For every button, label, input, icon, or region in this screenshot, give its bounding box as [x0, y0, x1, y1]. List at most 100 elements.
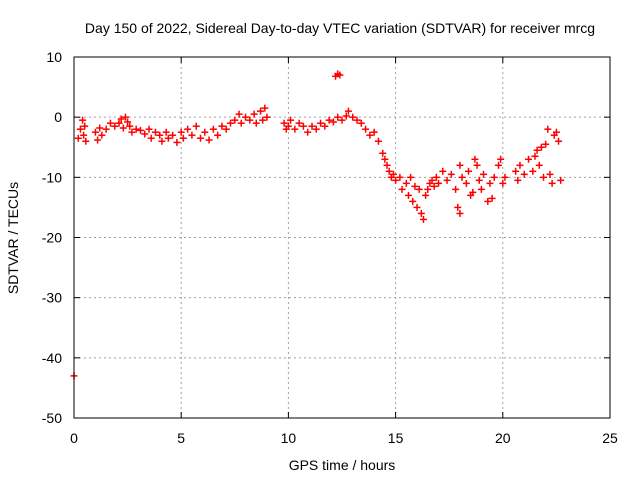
data-point — [312, 125, 320, 133]
data-point — [205, 136, 213, 144]
data-point — [428, 176, 436, 184]
y-tick-label: -30 — [42, 290, 62, 306]
data-point — [111, 122, 119, 130]
data-point — [158, 137, 166, 145]
data-point — [480, 170, 488, 178]
data-point — [231, 116, 239, 124]
data-point — [259, 116, 267, 124]
data-point — [533, 146, 541, 154]
data-point — [525, 155, 533, 163]
data-point — [383, 161, 391, 169]
data-point — [447, 170, 455, 178]
data-point — [531, 152, 539, 160]
data-point — [188, 131, 196, 139]
data-point — [520, 170, 528, 178]
data-point — [473, 161, 481, 169]
data-point — [402, 179, 410, 187]
data-point — [424, 185, 432, 193]
x-tick-label: 5 — [177, 430, 185, 446]
data-point — [132, 125, 140, 133]
data-point — [201, 128, 209, 136]
data-point — [512, 167, 520, 175]
data-point — [344, 107, 352, 115]
data-point — [342, 112, 350, 120]
data-point — [162, 128, 170, 136]
data-point — [432, 173, 440, 181]
data-point — [454, 203, 462, 211]
data-point — [136, 126, 144, 134]
data-point — [280, 119, 288, 127]
data-point — [177, 128, 185, 136]
data-point — [370, 128, 378, 136]
data-point — [106, 119, 114, 127]
y-tick-label: -10 — [42, 169, 62, 185]
data-point — [398, 185, 406, 193]
y-tick-label: -40 — [42, 350, 62, 366]
data-point — [222, 125, 230, 133]
data-point — [422, 191, 430, 199]
data-point — [546, 170, 554, 178]
data-point — [484, 197, 492, 205]
data-point — [164, 134, 172, 142]
data-point — [145, 125, 153, 133]
data-point — [124, 118, 132, 126]
x-tick-label: 20 — [495, 430, 511, 446]
data-point — [552, 128, 560, 136]
data-point — [128, 128, 136, 136]
x-tick-label: 10 — [281, 430, 297, 446]
data-point — [317, 119, 325, 127]
data-point — [102, 125, 110, 133]
data-point — [430, 182, 438, 190]
data-point — [353, 116, 361, 124]
data-point — [464, 167, 472, 175]
data-point — [209, 125, 217, 133]
data-point — [456, 209, 464, 217]
data-point — [179, 134, 187, 142]
data-point — [439, 167, 447, 175]
data-point — [349, 113, 357, 121]
data-point — [76, 125, 84, 133]
data-point — [325, 116, 333, 124]
y-axis-label: SDTVAR / TECUs — [5, 182, 21, 294]
data-point — [336, 71, 344, 79]
data-point — [469, 188, 477, 196]
data-point — [257, 107, 265, 115]
plot-frame — [73, 56, 611, 419]
data-point — [74, 134, 82, 142]
data-point — [169, 131, 177, 139]
data-point — [413, 203, 421, 211]
data-point — [374, 137, 382, 145]
data-points — [70, 70, 565, 380]
data-point — [196, 134, 204, 142]
y-tick-label: -20 — [42, 230, 62, 246]
x-tick-label: 0 — [70, 430, 78, 446]
data-point — [366, 131, 374, 139]
data-point — [147, 134, 155, 142]
data-point — [542, 140, 550, 148]
data-point — [490, 173, 498, 181]
x-axis-label: GPS time / hours — [289, 457, 396, 473]
data-point — [381, 155, 389, 163]
data-point — [126, 122, 134, 130]
data-point — [287, 116, 295, 124]
y-tick-label: -50 — [42, 410, 62, 426]
data-point — [357, 119, 365, 127]
data-point — [404, 191, 412, 199]
data-point — [291, 125, 299, 133]
y-tick-label: 10 — [46, 49, 62, 65]
data-point — [452, 185, 460, 193]
data-point — [488, 194, 496, 202]
data-point — [227, 119, 235, 127]
data-point — [81, 122, 89, 130]
data-point — [501, 173, 509, 181]
data-point — [263, 113, 271, 121]
data-point — [456, 161, 464, 169]
data-point — [329, 118, 337, 126]
y-tick-label: 0 — [54, 109, 62, 125]
data-point — [462, 179, 470, 187]
data-point — [338, 116, 346, 124]
data-point — [237, 119, 245, 127]
data-point — [218, 122, 226, 130]
